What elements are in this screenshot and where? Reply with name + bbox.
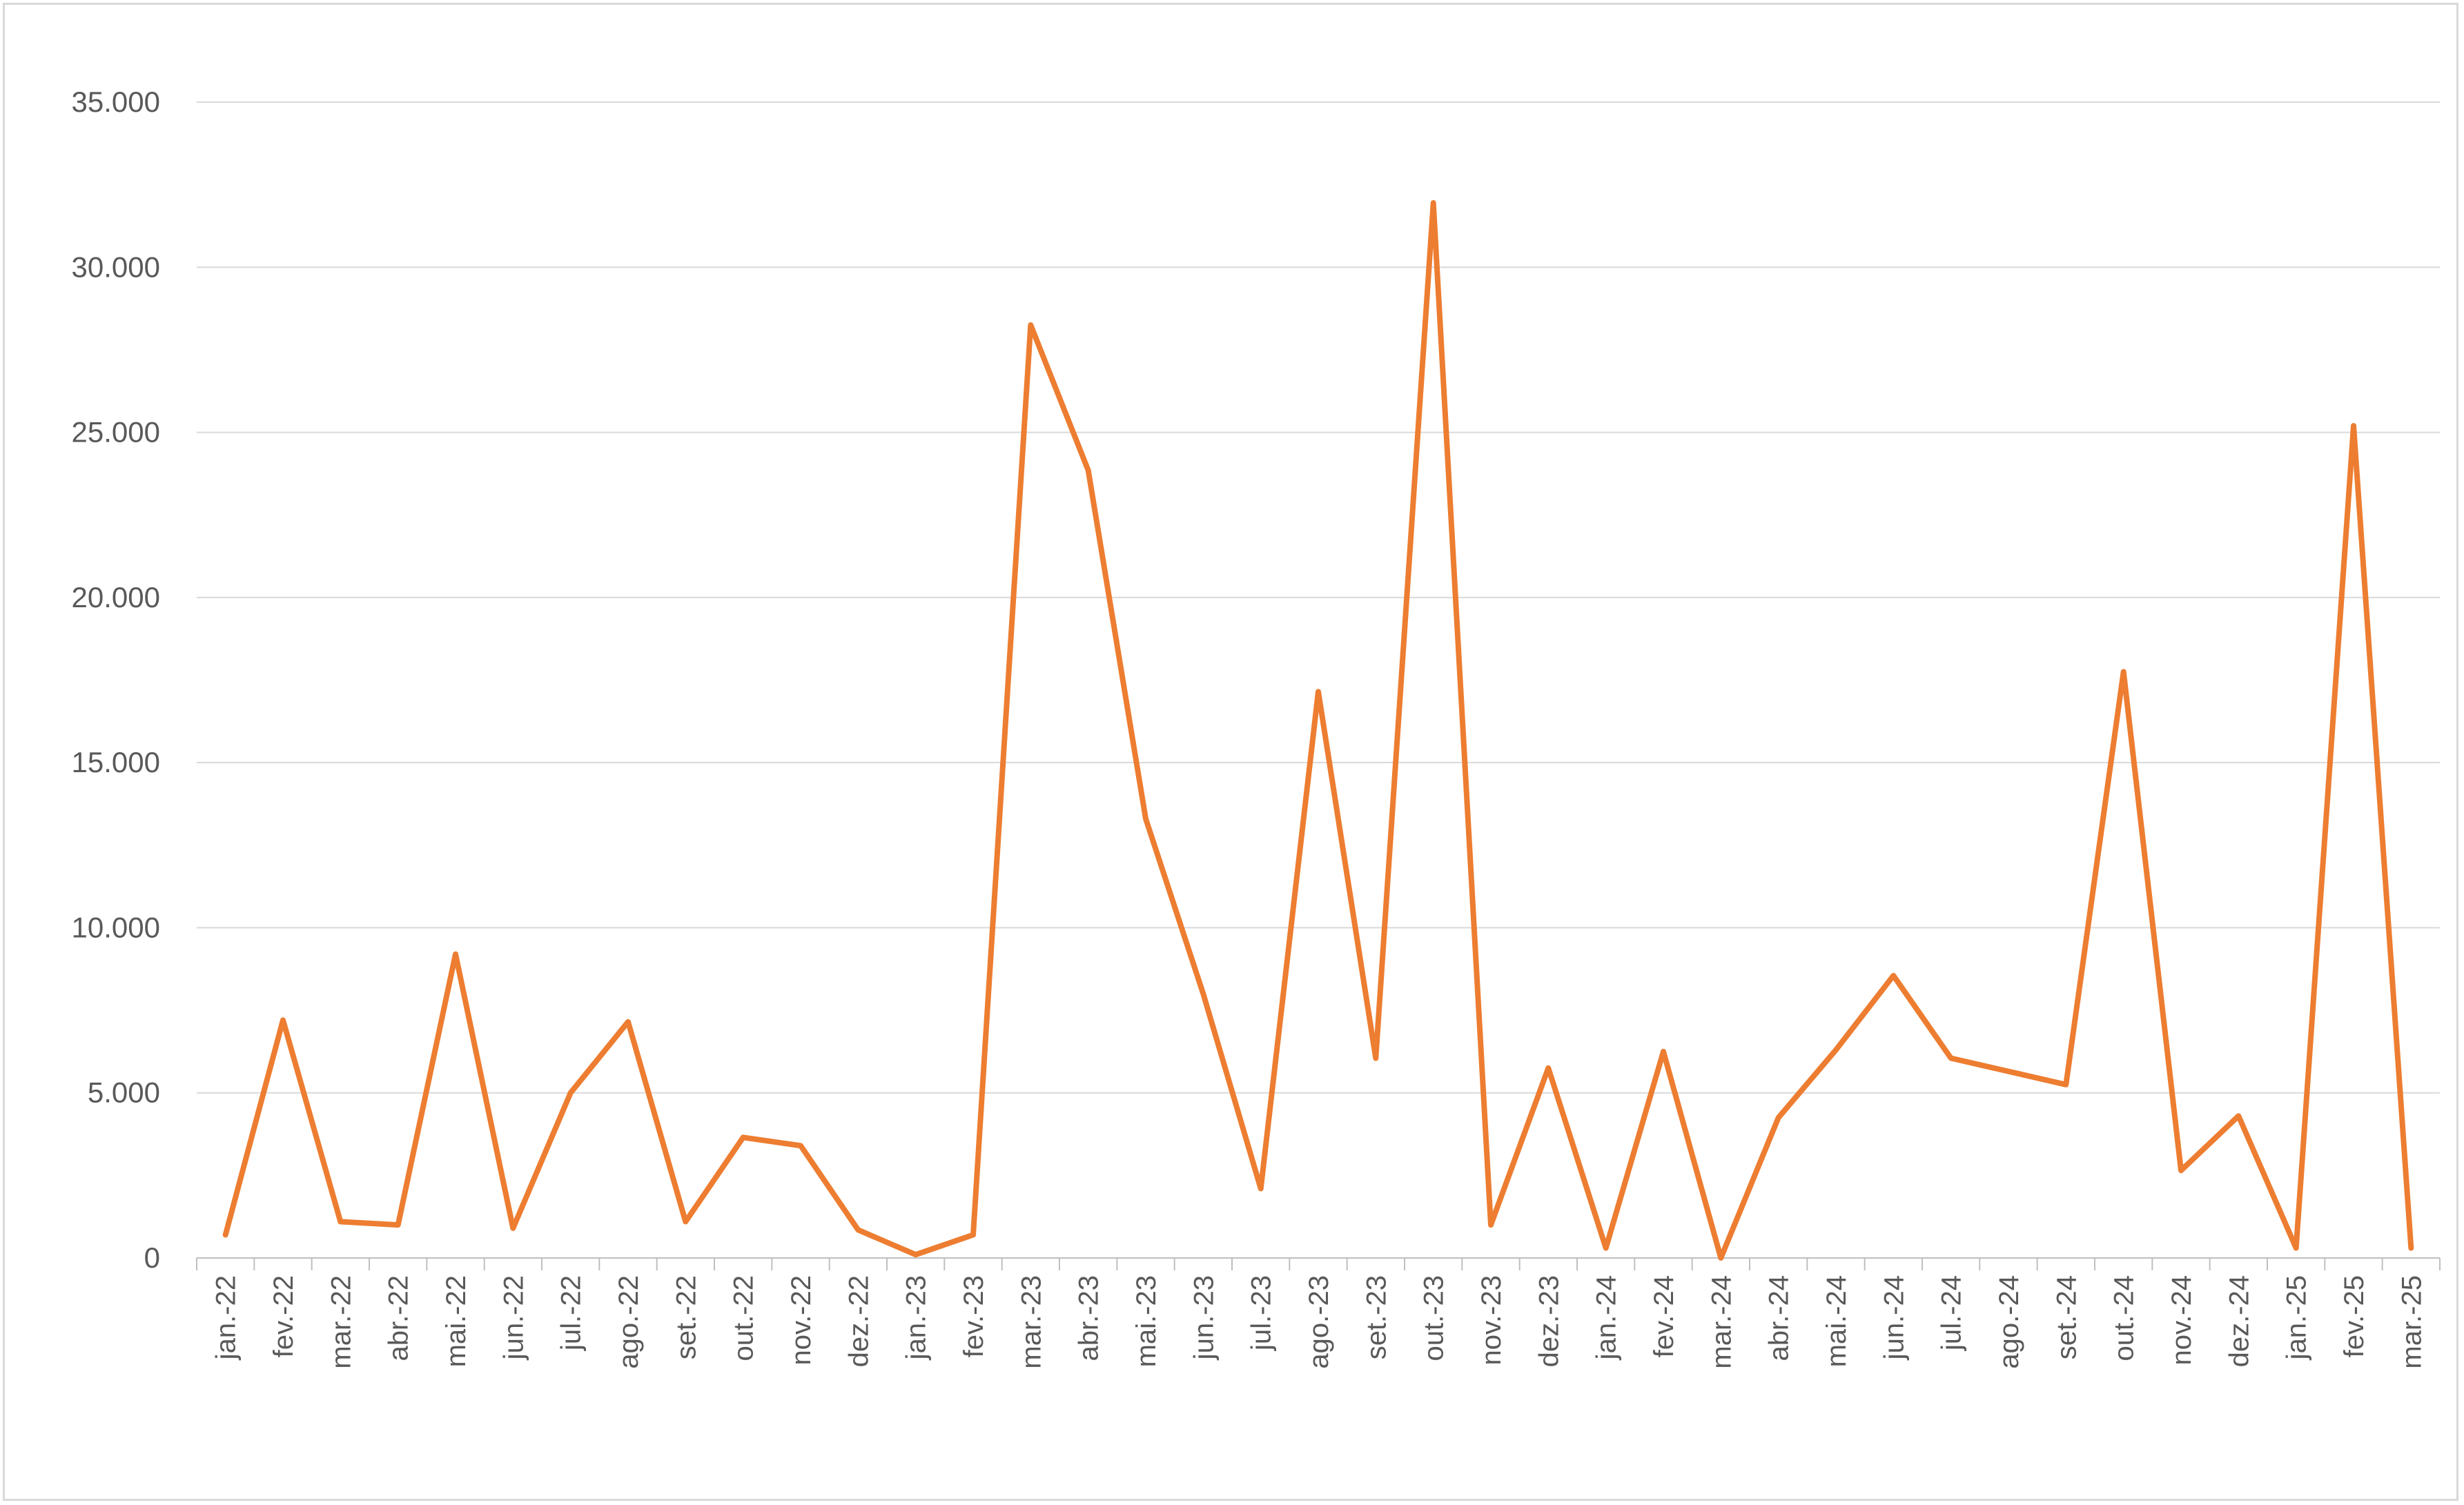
x-tick-label: nov.-22: [786, 1275, 817, 1365]
y-tick-label: 30.000: [72, 250, 160, 283]
x-tick-label: mai.-23: [1131, 1275, 1162, 1367]
series-layer: [222, 200, 2414, 1261]
x-tick-label: jan.-24: [1592, 1275, 1622, 1360]
y-tick-label: 0: [144, 1241, 160, 1274]
y-tick-label: 25.000: [72, 416, 160, 449]
x-tick-label: set.-22: [671, 1275, 701, 1359]
x-tick-label: fev.-24: [1649, 1275, 1679, 1357]
x-tick-label: jul.-22: [556, 1275, 587, 1351]
x-tick-label: out.-22: [729, 1275, 759, 1361]
x-tick-label: mar.-25: [2396, 1275, 2427, 1369]
gridlines: [197, 101, 2440, 1094]
x-tick-label: ago.-23: [1304, 1275, 1334, 1369]
chart-frame: [3, 3, 2458, 1501]
x-tick-label: mar.-22: [326, 1275, 356, 1369]
x-tick-label: nov.-23: [1476, 1275, 1507, 1365]
x-tick-label: nov.-24: [2167, 1275, 2197, 1365]
x-tick-label: jul.-23: [1246, 1275, 1277, 1351]
x-tick-label: jul.-24: [1937, 1275, 1967, 1351]
x-axis-ticks: jan.-22 fev.-22 mar.-22 abr.-22 mai.-22 jun.-…: [211, 1275, 2427, 1369]
y-tick-label: 35.000: [72, 86, 160, 118]
series-line: [222, 200, 2414, 1261]
x-tick-label: fev.-22: [268, 1275, 299, 1357]
x-tick-label: abr.-24: [1764, 1275, 1795, 1361]
x-tick-label: jan.-25: [2282, 1275, 2312, 1360]
x-tick-label: jun.-23: [1189, 1275, 1219, 1360]
y-tick-label: 5.000: [88, 1076, 160, 1109]
y-tick-label: 15.000: [72, 746, 160, 778]
x-tick-label: out.-23: [1419, 1275, 1449, 1361]
x-tick-label: jan.-23: [901, 1275, 932, 1360]
x-tick-label: mai.-22: [441, 1275, 471, 1367]
x-tick-label: fev.-23: [959, 1275, 989, 1357]
x-tick-label: dez.-24: [2224, 1275, 2254, 1367]
y-tick-label: 10.000: [72, 911, 160, 943]
x-tick-label: abr.-22: [384, 1275, 414, 1361]
x-tick-label: mai.-24: [1821, 1275, 1852, 1367]
x-tick-label: fev.-25: [2339, 1275, 2369, 1357]
x-tick-label: set.-24: [2051, 1275, 2082, 1359]
x-tick-label: out.-24: [2109, 1275, 2140, 1361]
x-tick-label: dez.-23: [1534, 1275, 1564, 1367]
x-tick-label: dez.-22: [843, 1275, 874, 1367]
x-tick-label: mar.-24: [1706, 1275, 1737, 1369]
x-tick-label: jun.-24: [1879, 1275, 1909, 1360]
x-tick-label: abr.-23: [1074, 1275, 1104, 1361]
x-tick-label: jan.-22: [211, 1275, 242, 1360]
y-axis-ticks: 0 5.000 10.000 15.000 20.000 25.000 30.000 35.0…: [72, 86, 160, 1274]
y-tick-label: 20.000: [72, 581, 160, 613]
x-tick-label: jun.-22: [498, 1275, 529, 1360]
x-tick-label: ago.-22: [614, 1275, 644, 1369]
x-tick-label: set.-23: [1361, 1275, 1391, 1359]
x-axis: [196, 1257, 2441, 1270]
x-tick-label: mar.-23: [1016, 1275, 1046, 1369]
x-tick-label: ago.-24: [1994, 1275, 2024, 1369]
